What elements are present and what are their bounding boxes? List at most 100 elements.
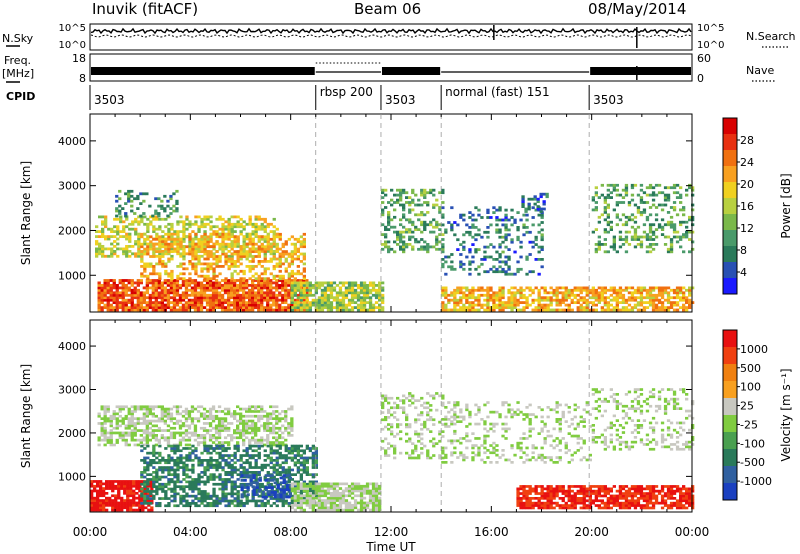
heatmap-cell <box>205 286 210 290</box>
heatmap-cell <box>123 501 127 505</box>
heatmap-cell <box>642 211 647 214</box>
heatmap-cell <box>524 207 528 211</box>
heatmap-cell <box>293 286 297 290</box>
heatmap-cell <box>158 242 162 246</box>
heatmap-cell <box>612 286 616 290</box>
heatmap-cell <box>115 441 119 444</box>
heatmap-cell <box>161 230 165 233</box>
heatmap-cell <box>145 291 149 295</box>
heatmap-cell <box>115 426 119 430</box>
heatmap-cell <box>642 191 647 195</box>
heatmap-cell <box>115 306 119 309</box>
heatmap-cell <box>103 407 107 411</box>
heatmap-cell <box>359 306 364 309</box>
heatmap-cell <box>130 189 134 193</box>
heatmap-cell <box>284 240 288 244</box>
heatmap-cell <box>621 306 626 309</box>
heatmap-cell <box>181 296 186 300</box>
heatmap-cell <box>263 269 267 273</box>
heatmap-cell <box>254 449 258 453</box>
heatmap-cell <box>471 213 475 217</box>
heatmap-cell <box>200 235 204 239</box>
heatmap-cell <box>112 410 116 413</box>
heatmap-cell <box>217 296 222 300</box>
heatmap-cell <box>691 188 695 192</box>
heatmap-cell <box>161 242 165 246</box>
heatmap-cell <box>102 499 106 502</box>
heatmap-cell <box>215 217 219 221</box>
heatmap-cell <box>540 216 544 219</box>
heatmap-cell <box>209 504 213 508</box>
heatmap-cell <box>287 281 291 285</box>
heatmap-cell <box>362 306 367 309</box>
heatmap-cell <box>239 431 243 435</box>
heatmap-cell <box>525 298 529 302</box>
heatmap-cell <box>516 226 520 229</box>
heatmap-cell <box>269 250 273 253</box>
heatmap-cell <box>546 303 550 307</box>
heatmap-cell <box>612 247 616 251</box>
heatmap-cell <box>356 291 361 295</box>
heatmap-cell <box>146 265 150 268</box>
heatmap-cell <box>516 270 520 274</box>
heatmap-cell <box>414 203 418 207</box>
heatmap-cell <box>105 487 109 490</box>
heatmap-cell <box>326 288 331 292</box>
heatmap-cell <box>269 414 273 418</box>
heatmap-cell <box>143 456 147 460</box>
heatmap-cell <box>492 308 496 312</box>
heatmap-cell <box>257 466 261 469</box>
heatmap-cell <box>145 434 149 437</box>
heatmap-cell <box>166 438 171 442</box>
heatmap-cell <box>128 254 132 258</box>
heatmap-cell <box>199 286 204 290</box>
heatmap-cell <box>130 279 134 282</box>
heatmap-cell <box>100 308 104 312</box>
heatmap-cell <box>408 211 412 214</box>
heatmap-cell <box>106 417 110 420</box>
heatmap-cell <box>143 502 147 505</box>
heatmap-cell <box>390 218 394 222</box>
heatmap-cell <box>145 429 149 432</box>
heatmap-cell <box>341 308 346 312</box>
heatmap-cell <box>266 429 270 432</box>
heatmap-cell <box>114 487 118 490</box>
heatmap-cell <box>332 288 337 292</box>
heatmap-cell <box>190 434 195 437</box>
heatmap-cell <box>399 188 403 192</box>
heatmap-cell <box>603 218 607 222</box>
heatmap-cell <box>284 242 288 246</box>
heatmap-cell <box>181 308 186 312</box>
heatmap-cell <box>543 291 547 295</box>
heatmap-cell <box>236 412 240 416</box>
heatmap-cell <box>612 243 616 246</box>
heatmap-cell <box>181 303 186 307</box>
heatmap-cell <box>489 298 493 302</box>
heatmap-cell <box>402 250 406 254</box>
heatmap-cell <box>161 262 165 266</box>
heatmap-cell <box>501 235 505 239</box>
heatmap-cell <box>648 286 653 290</box>
heatmap-cell <box>233 260 237 263</box>
heatmap-cell <box>101 232 105 236</box>
heatmap-cell <box>133 431 137 435</box>
heatmap-cell <box>657 298 662 302</box>
heatmap-cell <box>594 228 598 231</box>
heatmap-cell <box>176 444 180 448</box>
heatmap-cell <box>118 291 122 295</box>
heatmap-cell <box>203 497 207 500</box>
heatmap-cell <box>648 243 653 246</box>
heatmap-cell <box>167 482 171 486</box>
heatmap-cell <box>633 235 638 239</box>
heatmap-cell <box>236 424 240 428</box>
heatmap-cell <box>121 431 125 435</box>
heatmap-cell <box>411 188 415 192</box>
heatmap-cell <box>125 252 129 256</box>
heatmap-cell <box>179 245 183 249</box>
heatmap-cell <box>691 247 695 251</box>
heatmap-cell <box>146 497 150 500</box>
heatmap-cell <box>263 443 267 447</box>
heatmap-cell <box>269 230 273 233</box>
heatmap-cell <box>221 217 225 221</box>
heatmap-cell <box>651 243 656 246</box>
